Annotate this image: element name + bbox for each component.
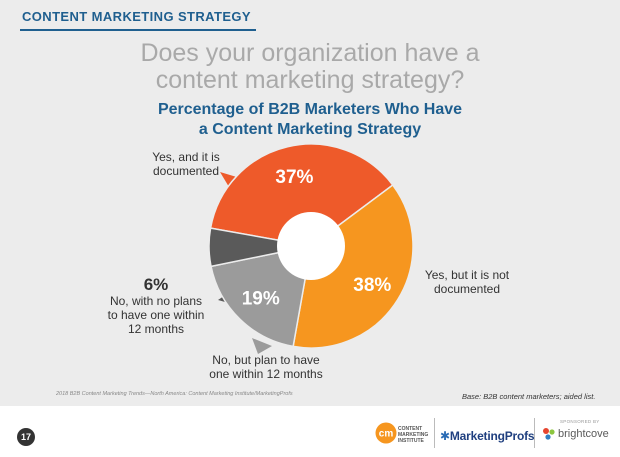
base-note: Base: B2B content marketers; aided list.: [462, 392, 596, 401]
sponsor-label: SPONSORED BY: [560, 419, 600, 424]
marketingprofs-mark-icon: ✱: [440, 429, 450, 443]
callout-line: documented: [433, 282, 501, 296]
callout-yes-documented: Yes, and it is documented: [146, 150, 226, 178]
pie-slice-no-plans: [208, 227, 312, 268]
cmi-line: INSTITUTE: [398, 438, 424, 444]
callout-line: No, with no plans: [109, 294, 203, 308]
pie-slice-yes-not-documented: [292, 183, 414, 349]
callout-value: 6%: [143, 275, 169, 294]
cmi-line: CONTENT: [398, 426, 423, 432]
brightcove-name: brightcove: [558, 428, 609, 440]
cmi-logo-mark: cm: [379, 429, 394, 440]
callout-line: No, but plan to have: [212, 353, 320, 367]
chart-title-line-1: Percentage of B2B Marketers Who Have: [157, 101, 463, 118]
footer-divider: [434, 418, 435, 448]
header-rule: [20, 29, 256, 31]
question-line-1: Does your organization have a: [140, 39, 480, 67]
chart-title: Percentage of B2B Marketers Who Have a C…: [0, 100, 620, 140]
callout-yes-not-documented: Yes, but it is not documented: [412, 268, 522, 296]
brightcove-logo-icon: [543, 428, 555, 440]
pie-slice-no-plan: [210, 245, 312, 348]
cmi-line: MARKETING: [398, 432, 429, 438]
callout-line: Yes, and it is: [152, 150, 220, 164]
pie-label-no-plan: 19%: [242, 289, 280, 310]
callout-no-plans: 6% No, with no plans to have one within …: [96, 275, 216, 336]
question-line-2: content marketing strategy?: [155, 66, 465, 94]
callout-line: Yes, but it is not: [424, 268, 510, 282]
cmi-logo-icon: cm: [375, 422, 397, 444]
source-note: 2018 B2B Content Marketing Trends—North …: [56, 391, 293, 397]
callout-line: one within 12 months: [209, 367, 323, 381]
pie-label-yes-documented: 37%: [275, 167, 313, 188]
pie-chart: 37% 38% 19%: [208, 143, 414, 354]
page-number: 17: [17, 428, 35, 446]
marketingprofs-name: MarketingProfs: [449, 429, 535, 443]
pointer-no-plan: [252, 338, 272, 354]
callout-line: to have one within: [107, 308, 205, 322]
chart-title-line-2: a Content Marketing Strategy: [198, 121, 422, 138]
pie-label-yes-not-documented: 38%: [353, 275, 391, 296]
footer-bar: [0, 406, 620, 457]
callout-line: 12 months: [127, 322, 185, 336]
pie-slice-yes-documented: [209, 143, 394, 247]
marketingprofs-logo: ✱MarketingProfs: [440, 429, 535, 443]
cmi-logo-text: CONTENT MARKETING INSTITUTE: [398, 426, 438, 444]
footer-divider: [534, 418, 535, 448]
pie-center-hole: [277, 212, 345, 280]
question: Does your organization have a content ma…: [0, 40, 620, 94]
section-header: CONTENT MARKETING STRATEGY: [22, 9, 251, 24]
callout-no-plan: No, but plan to have one within 12 month…: [196, 353, 336, 381]
callout-line: documented: [152, 164, 220, 178]
